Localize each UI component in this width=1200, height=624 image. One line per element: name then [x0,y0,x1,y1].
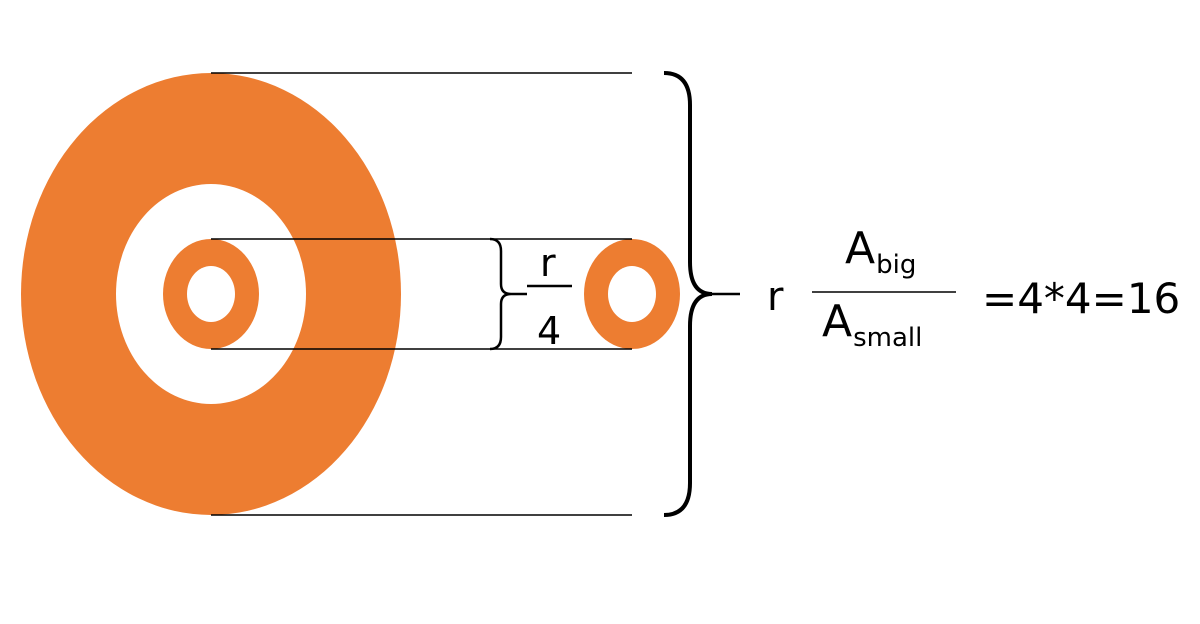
right-small-annulus-hole [608,266,656,322]
ratio-numerator: Abig [845,227,916,279]
small-fraction-numerator: r [540,241,556,285]
ratio-numerator-subscript: big [876,250,917,280]
result-expression: =4*4=16 [982,274,1181,323]
inner-small-annulus-hole [187,266,235,322]
small-fraction-denominator: 4 [537,309,562,353]
ratio-prefix: r [767,274,784,320]
ratio-denominator-letter: A [822,296,853,347]
small-curly-brace [489,237,512,351]
ratio-denominator: Asmall [822,300,922,352]
ratio-denominator-subscript: small [853,323,923,353]
ratio-numerator-letter: A [845,223,876,274]
